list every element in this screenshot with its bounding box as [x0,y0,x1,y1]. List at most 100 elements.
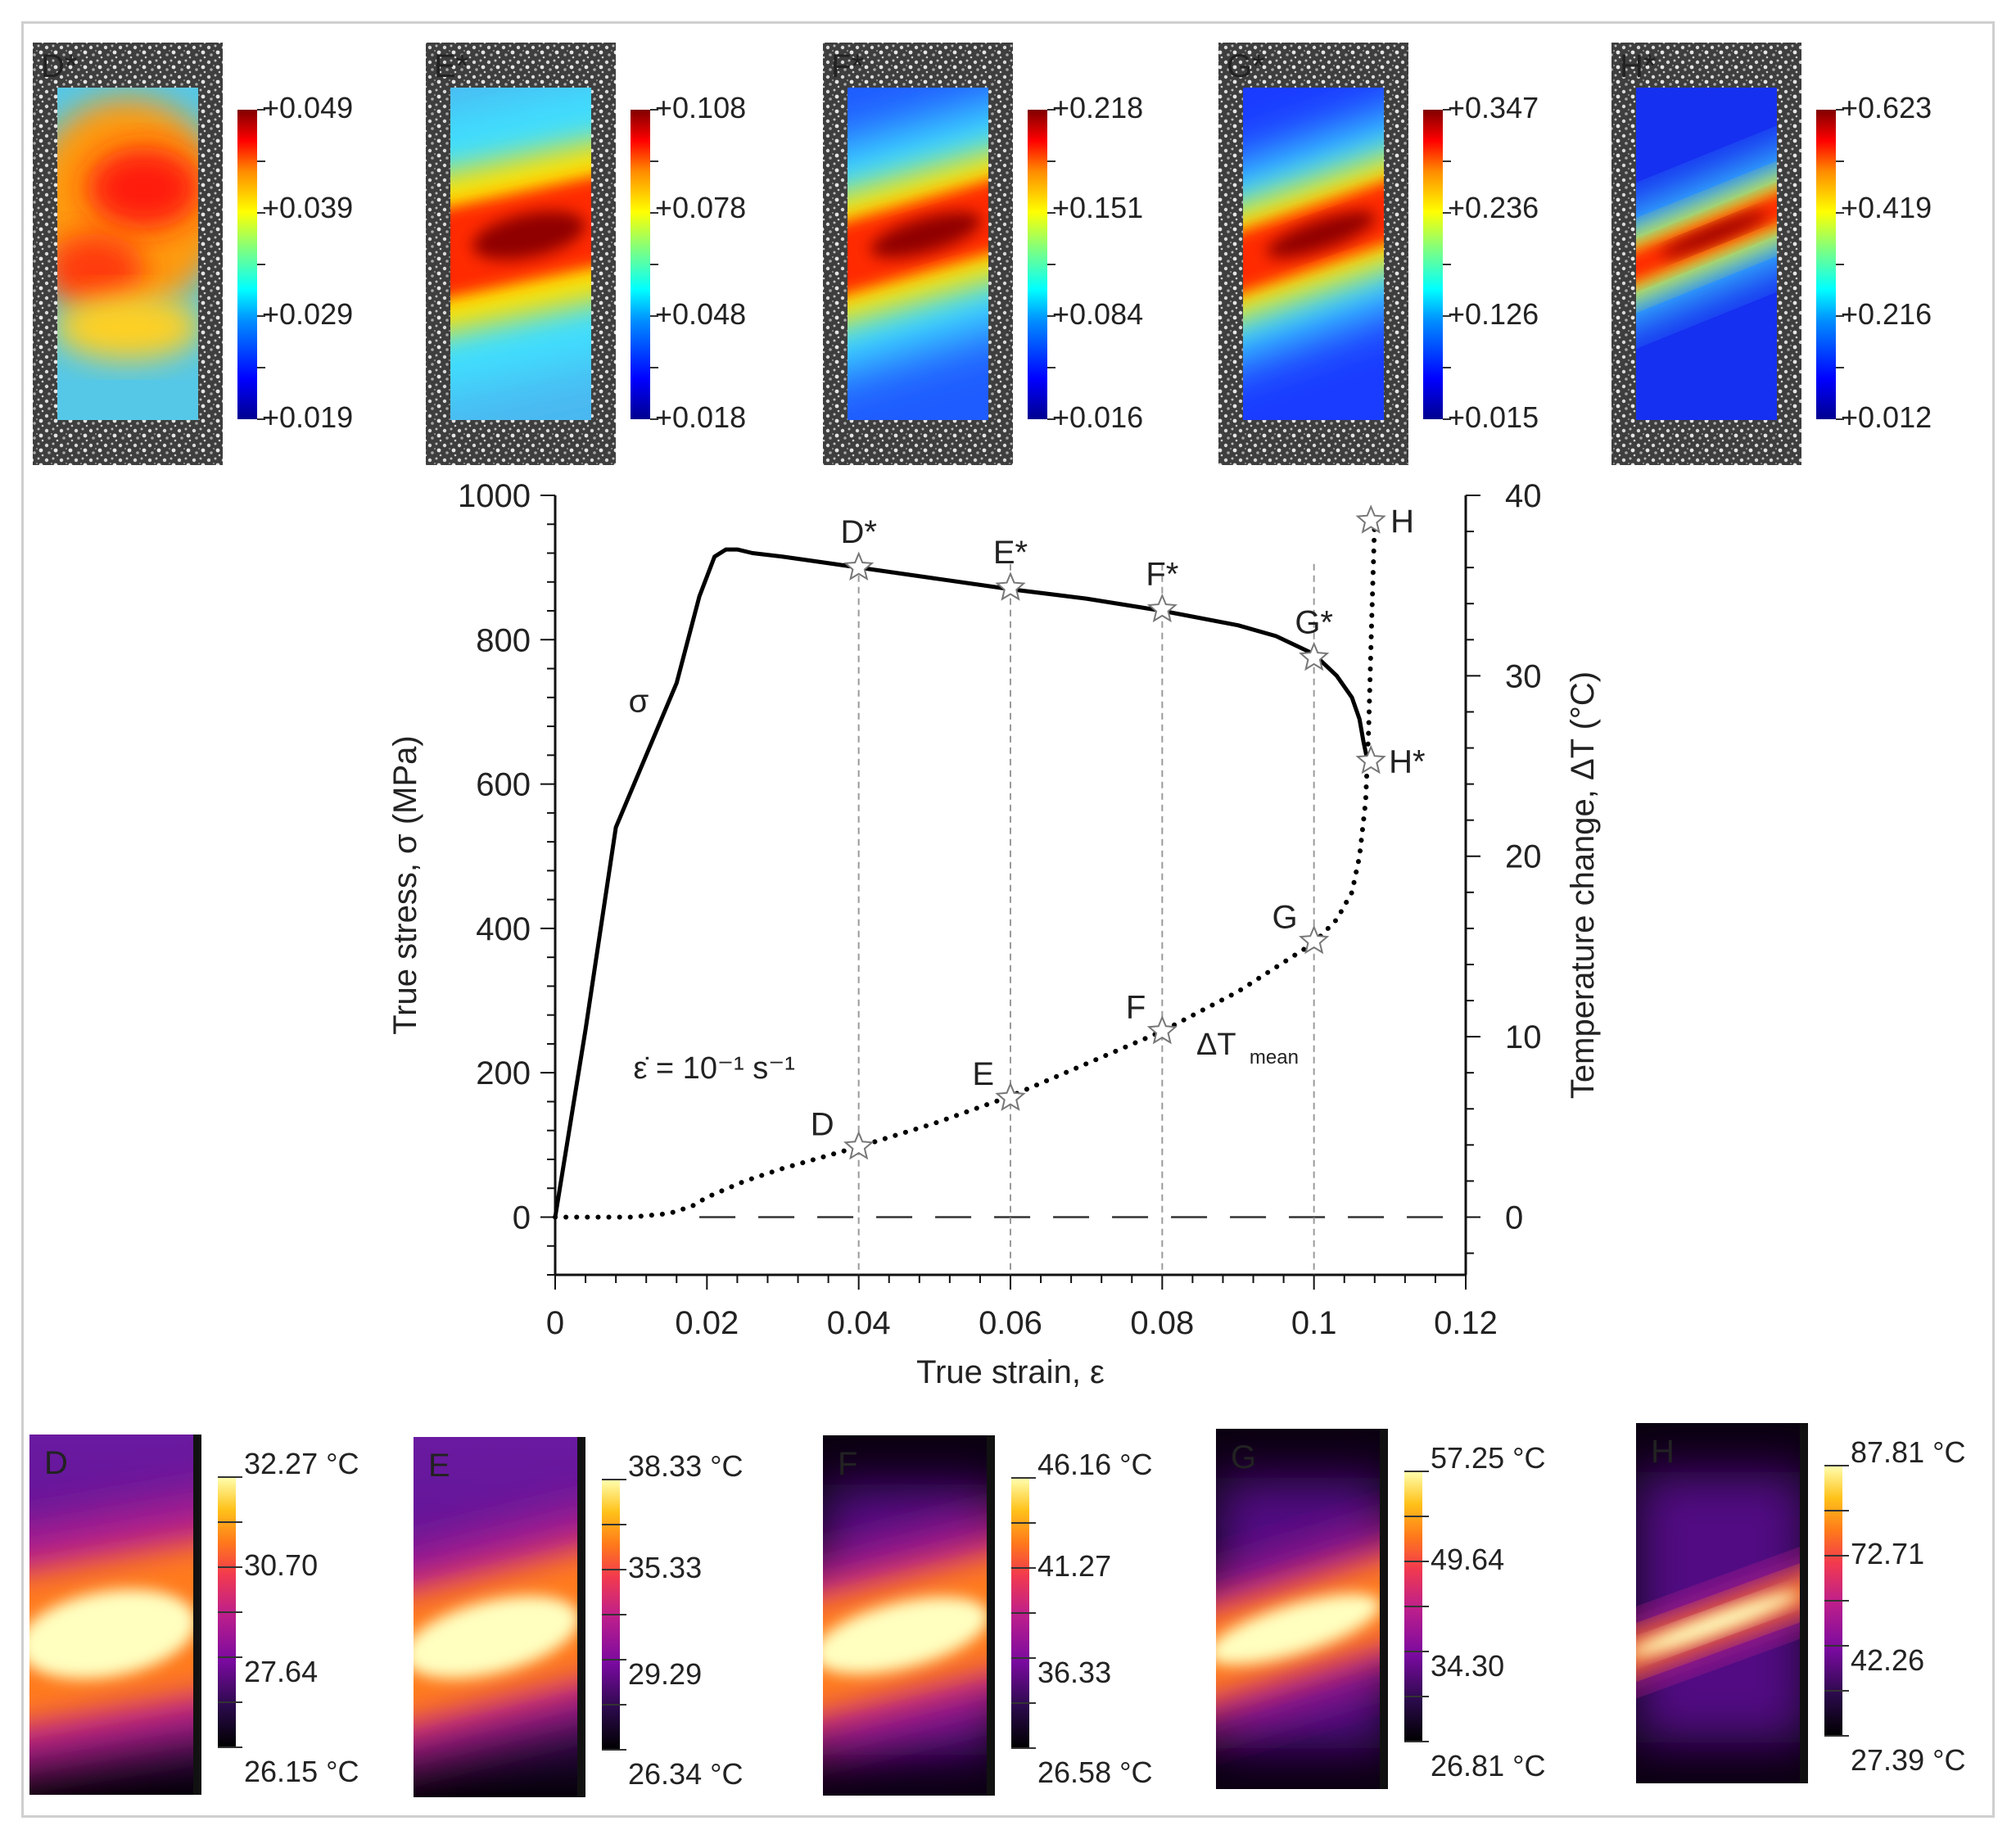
thermal-scale-label: 26.15 °C [244,1755,359,1788]
thermal-scale-label: 27.64 [244,1655,318,1688]
strain-scale-label: +0.012 [1841,400,1932,434]
temperature-marker-star [843,1130,875,1160]
thermal-field [823,1435,995,1796]
temperature-marker-star [1355,504,1386,534]
stress-temperature-chart: 0 0.02 0.04 0.06 0.08 0.1 0.120200400600800100… [387,478,1601,1390]
temperature-curve-subscript: mean [1250,1046,1299,1069]
thermal-edge [1800,1423,1808,1783]
stress-marker-star [1146,593,1178,623]
y2-axis-label: Temperature change, ΔT (°C) [1565,671,1601,1099]
thermal-scale-label: 42.26 [1851,1643,1924,1677]
band-core [414,1596,580,1679]
thermal-scale-label: 29.29 [628,1657,702,1691]
temperature-marker-label: F [1126,990,1146,1026]
y-tick-label: 800 [476,622,531,658]
strain-scale-label: +0.108 [655,91,746,124]
y-axis-label: True stress, σ (MPa) [387,735,423,1034]
strain-map: G* +0.347 +0.236 +0.126 +0.015 [1218,43,1539,465]
band-core [823,1597,989,1674]
strain-map-label: H* [1620,48,1656,84]
thermal-scale-label: 27.39 °C [1851,1743,1965,1777]
y2-tick-label: 10 [1505,1019,1542,1055]
strain-map: D* +0.049 +0.039 +0.029 +0.019 [33,43,353,465]
x-tick-label: 0.08 [1130,1305,1194,1341]
strain-field [1636,88,1777,420]
strain-scale-label: +0.236 [1448,191,1539,224]
strain-blob [57,294,198,360]
thermal-map-label: E [428,1448,450,1484]
thermal-field [414,1437,585,1797]
temperature-marker-label: D [811,1107,834,1143]
thermal-scale-label: 26.58 °C [1037,1755,1152,1789]
temperature-marker-star [995,1082,1026,1111]
thermal-scale-label: 38.33 °C [628,1449,743,1483]
thermal-edge [577,1437,585,1797]
strain-map-label: D* [41,48,77,84]
strain-scale-label: +0.016 [1052,400,1143,434]
thermal-map: E 38.33 °C 35.33 29.29 26.34 °C [414,1437,743,1797]
thermal-scale-label: 26.81 °C [1431,1749,1545,1783]
band-core [1216,1593,1381,1665]
strain-colorbar [237,110,257,419]
strain-map: H* +0.623 +0.419 +0.216 +0.012 [1611,43,1932,465]
figure-frame [21,21,1995,1818]
hot-band [823,1506,995,1761]
shear-band [1243,92,1384,383]
thermal-map: G 57.25 °C 49.64 34.30 26.81 °C [1216,1429,1545,1789]
strain-field [57,88,198,420]
x-tick-label: 0.12 [1434,1305,1498,1341]
thermal-scale-label: 46.16 °C [1037,1448,1152,1481]
thermal-scale-label: 49.64 [1431,1543,1504,1576]
strain-map-label: E* [434,48,468,84]
strain-colorbar [1028,110,1047,419]
strain-scale-label: +0.126 [1448,297,1539,331]
y2-tick-label: 30 [1505,658,1542,694]
stress-marker-label: F* [1146,556,1178,592]
thermal-field [29,1435,201,1795]
y2-tick-label: 0 [1505,1200,1523,1236]
strain-scale-label: +0.151 [1052,191,1143,224]
thermal-map: D 32.27 °C 30.70 27.64 26.15 °C [29,1435,359,1795]
y2-tick-label: 40 [1505,478,1542,514]
strain-scale-label: +0.029 [262,297,353,331]
temperature-marker-label: G [1272,899,1298,935]
stress-marker-label: H* [1389,743,1425,779]
thermal-scale-label: 30.70 [244,1548,318,1582]
y-tick-label: 1000 [458,478,531,514]
strain-scale-label: +0.419 [1841,191,1932,224]
strain-map: E* +0.108 +0.078 +0.048 +0.018 [426,43,746,465]
strain-field [1243,88,1384,420]
hot-band [29,1489,201,1777]
x-axis-label: True strain, ε [916,1354,1105,1390]
strain-map-row: D* +0.049 +0.039 +0.029 +0.019 E* +0.108 +0.078… [33,43,1932,465]
band-peak [472,210,585,260]
strain-scale-label: +0.048 [655,297,746,331]
thermal-edge [987,1435,995,1796]
thermal-scale-label: 87.81 °C [1851,1435,1965,1469]
thermal-scale-label: 32.27 °C [244,1447,359,1480]
band-peak [1661,211,1768,257]
strain-colorbar [631,110,650,419]
y2-tick-label: 20 [1505,839,1542,875]
thermal-field [1216,1429,1388,1789]
x-tick-label: 0.1 [1291,1305,1337,1341]
x-tick-label: 0 [546,1305,564,1341]
thermal-map-label: F [838,1446,857,1482]
thermal-map: F 46.16 °C 41.27 36.33 26.58 °C [823,1435,1152,1796]
stress-marker-label: G* [1295,604,1333,640]
temperature-curve [553,517,1377,1220]
thermal-scale-label: 35.33 [628,1551,702,1584]
shear-band [1636,124,1777,350]
strain-colorbar [1423,110,1443,419]
thermal-scale-label: 57.25 °C [1431,1441,1545,1475]
strain-scale-label: +0.084 [1052,297,1143,331]
strain-rate-label: ε̇ = 10⁻¹ s⁻¹ [633,1051,795,1086]
thermal-map-label: G [1231,1439,1256,1475]
band-core [1636,1592,1800,1656]
x-tick-label: 0.04 [827,1305,891,1341]
thermal-map-label: H [1651,1434,1675,1470]
stress-curve-label: σ [629,683,649,719]
stress-marker-star [1299,641,1330,671]
stress-marker-label: D* [840,514,876,550]
thermal-scale-label: 72.71 [1851,1537,1924,1570]
